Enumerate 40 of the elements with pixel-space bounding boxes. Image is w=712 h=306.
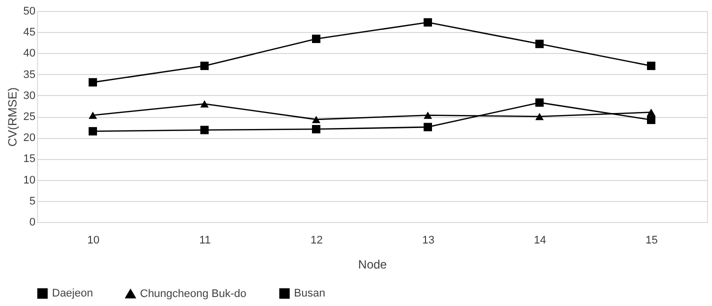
y-tick-label: 15: [23, 153, 36, 166]
point: [646, 116, 656, 124]
point: [88, 112, 98, 119]
point: [535, 112, 544, 120]
point: [535, 40, 544, 48]
y-tick-label: 5: [29, 195, 36, 208]
x-axis-title: Node: [358, 258, 388, 272]
y-tick-label: 25: [23, 111, 36, 123]
y-tick-label: 45: [23, 26, 36, 39]
legend-label: Daejeon: [52, 288, 93, 300]
y-tick-label: 35: [23, 68, 36, 81]
point: [535, 98, 544, 107]
x-tick-label: 15: [646, 234, 658, 246]
y-tick-label: 30: [23, 90, 36, 102]
point: [646, 62, 656, 70]
y-axis-title: CV(RMSE): [5, 87, 20, 147]
point: [646, 108, 656, 116]
y-tick-label: 20: [23, 132, 36, 144]
y-tick-label: 50: [23, 6, 36, 18]
y-tick-label: 0: [29, 216, 36, 228]
x-tick-label: 14: [534, 234, 546, 246]
point: [424, 18, 432, 27]
x-tick-label: 10: [87, 234, 100, 246]
point: [424, 112, 432, 119]
point: [200, 126, 209, 134]
y-tick-label: 40: [23, 48, 36, 60]
point: [312, 124, 320, 134]
point: [200, 100, 209, 108]
x-tick-label: 12: [310, 234, 323, 246]
point: [312, 34, 320, 44]
point: [424, 122, 432, 132]
x-tick-label: 11: [199, 234, 211, 246]
y-tick-label: 10: [23, 174, 36, 186]
point: [88, 78, 98, 86]
point: [200, 62, 209, 70]
legend-label: Chungcheong Buk-do: [140, 288, 246, 300]
x-tick-label: 13: [422, 234, 434, 246]
legend-label: Busan: [294, 288, 326, 300]
point: [88, 127, 98, 136]
point: [312, 116, 320, 124]
